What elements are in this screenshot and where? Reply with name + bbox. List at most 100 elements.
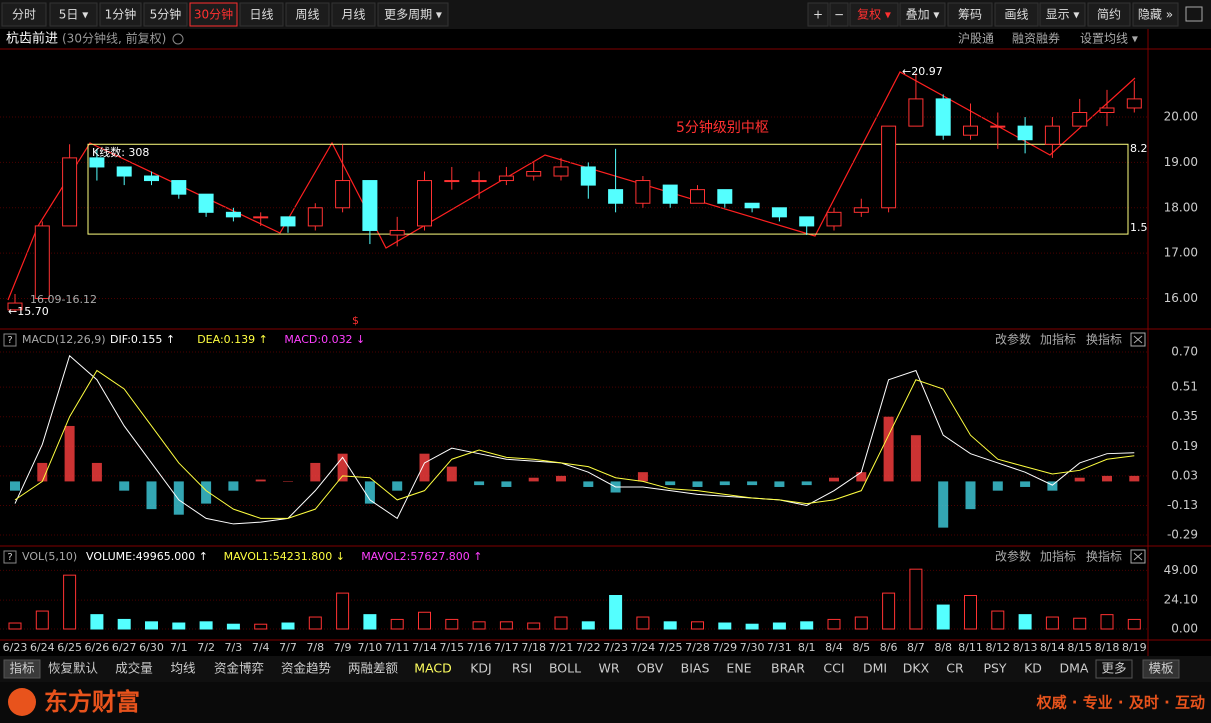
tab-label[interactable]: DMI [863, 661, 887, 676]
macd-bar [392, 481, 403, 491]
stock-link[interactable]: 设置均线 ▾ [1080, 32, 1138, 46]
y-tick-label: 0.51 [1171, 380, 1198, 394]
x-tick-label: 7/25 [658, 641, 683, 654]
tab-label[interactable]: BOLL [549, 661, 581, 676]
tab-label[interactable]: DMA [1060, 661, 1089, 676]
tab-label[interactable]: OBV [637, 661, 664, 676]
tab-label[interactable]: 成交量 [115, 661, 153, 676]
tab-label[interactable]: 模板 [1148, 661, 1174, 676]
panel-control[interactable]: 换指标 [1086, 332, 1122, 347]
stock-link[interactable]: 融资融券 [1012, 31, 1060, 46]
candle-body [498, 175, 514, 182]
toolbar-label[interactable]: 分时 [12, 8, 36, 22]
toolbar-button[interactable] [807, 2, 829, 27]
toolbar-label[interactable]: + [813, 8, 823, 22]
toolbar-label[interactable]: 简约 [1097, 7, 1121, 22]
x-tick-label: 7/4 [252, 641, 270, 654]
toolbar-label[interactable]: 5日 ▾ [59, 8, 88, 22]
toolbar-button[interactable] [331, 2, 376, 27]
macd-bar [719, 481, 730, 486]
panel-control[interactable]: 改参数 [995, 549, 1031, 564]
settings-icon[interactable] [172, 33, 184, 45]
tab-label[interactable]: WR [598, 661, 619, 676]
panel-legend: DIF:0.155 ↑ [110, 333, 175, 346]
tab-label[interactable]: 资金博弈 [214, 661, 264, 676]
toolbar-button[interactable] [1132, 2, 1179, 27]
help-label[interactable]: ? [7, 335, 12, 346]
panel-control[interactable]: 加指标 [1040, 549, 1076, 564]
tab-label[interactable]: KDJ [470, 661, 492, 676]
x-tick-label: 7/31 [767, 641, 792, 654]
toolbar-button[interactable] [239, 2, 284, 27]
toolbar-label[interactable]: 叠加 ▾ [906, 8, 940, 22]
tab-label[interactable]: 均线 [170, 661, 196, 676]
candle-body [307, 207, 323, 227]
panel-legend: VOLUME:49965.000 ↑ [86, 550, 208, 563]
toolbar-label[interactable]: 日线 [249, 8, 273, 22]
tab-label[interactable]: MACD [414, 661, 451, 676]
panel-control[interactable]: 加指标 [1040, 332, 1076, 347]
toolbar-label[interactable]: 更多周期 ▾ [384, 8, 442, 22]
tab-label[interactable]: 两融差额 [348, 661, 399, 676]
tab-label[interactable]: 恢复默认 [48, 661, 99, 676]
toolbar-button[interactable] [947, 2, 993, 27]
tab-label[interactable]: 指标 [9, 661, 34, 676]
toolbar-button[interactable] [994, 2, 1039, 27]
tab-label[interactable]: DKX [903, 661, 930, 676]
volume-bar [499, 621, 513, 630]
y-tick-label: 17.00 [1164, 246, 1198, 260]
volume-bar [145, 621, 158, 630]
toolbar-button[interactable] [143, 2, 188, 27]
toolbar-label[interactable]: − [834, 8, 844, 22]
tab-box[interactable] [1095, 659, 1133, 679]
tab-label[interactable]: PSY [983, 661, 1006, 676]
toolbar-label[interactable]: 画线 [1004, 8, 1028, 22]
panel-control[interactable]: 换指标 [1086, 549, 1122, 564]
toolbar-label[interactable]: 隐藏 » [1138, 8, 1173, 22]
help-label[interactable]: ? [7, 552, 12, 563]
close-icon[interactable] [1130, 332, 1146, 347]
fullscreen-icon[interactable] [1185, 6, 1203, 22]
help-button[interactable] [3, 333, 17, 347]
toolbar-button[interactable] [899, 2, 946, 27]
toolbar-button[interactable] [377, 2, 449, 27]
close-icon[interactable] [1130, 549, 1146, 564]
panel-control[interactable]: 改参数 [995, 332, 1031, 347]
toolbar-label[interactable]: 1分钟 [105, 7, 137, 22]
toolbar-label[interactable]: 月线 [341, 8, 365, 22]
toolbar-label[interactable]: 30分钟 [194, 7, 233, 22]
candle-body [62, 157, 78, 227]
toolbar-label[interactable]: 5分钟 [150, 7, 182, 22]
tab-label[interactable]: BRAR [771, 661, 805, 676]
tab-box[interactable] [1142, 659, 1180, 679]
toolbar-label[interactable]: 复权 ▾ [857, 8, 891, 22]
toolbar-button[interactable] [189, 2, 238, 27]
toolbar-button[interactable] [829, 2, 849, 27]
toolbar-button[interactable] [285, 2, 330, 27]
toolbar-button[interactable] [49, 2, 98, 27]
toolbar-button[interactable] [99, 2, 142, 27]
tab-label[interactable]: BIAS [681, 661, 710, 676]
toolbar-label[interactable]: 显示 ▾ [1046, 8, 1080, 22]
toolbar-button[interactable] [1, 2, 47, 27]
toolbar-button[interactable] [849, 2, 899, 27]
y-tick-label: 0.19 [1171, 439, 1198, 453]
macd-bar [474, 481, 485, 486]
tab-label[interactable]: ENE [726, 661, 751, 676]
x-tick-label: 8/11 [958, 641, 983, 654]
tab-label[interactable]: 更多 [1101, 661, 1126, 676]
tab-box[interactable] [3, 659, 41, 679]
toolbar-button[interactable] [1087, 2, 1131, 27]
toolbar-label[interactable]: 筹码 [958, 8, 982, 22]
volume-bar [254, 623, 268, 630]
tab-label[interactable]: RSI [512, 661, 532, 676]
toolbar-label[interactable]: 周线 [295, 8, 319, 22]
tab-label[interactable]: 资金趋势 [281, 661, 332, 676]
tab-label[interactable]: CCI [823, 661, 844, 676]
tab-label[interactable]: CR [946, 661, 964, 676]
tab-label[interactable]: KD [1024, 661, 1042, 676]
volume-bar [63, 574, 77, 630]
toolbar-button[interactable] [1039, 2, 1086, 27]
help-button[interactable] [3, 550, 17, 564]
stock-link[interactable]: 沪股通 [958, 32, 994, 46]
